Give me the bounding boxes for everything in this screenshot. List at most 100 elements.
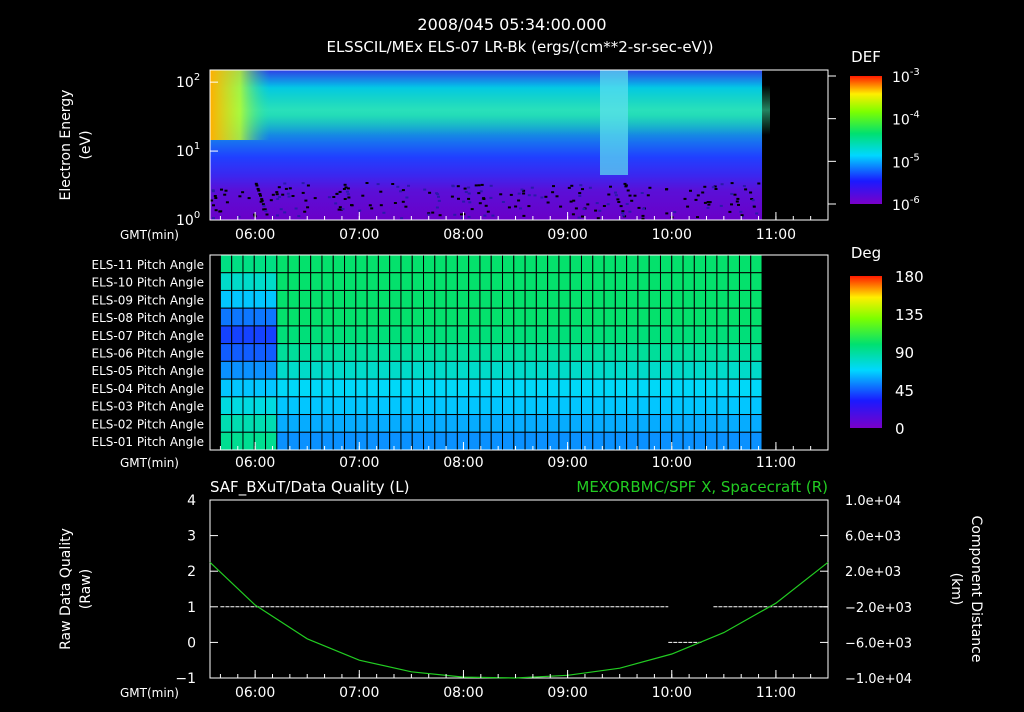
pitch-angle-cell bbox=[626, 289, 639, 309]
pitch-angle-cell bbox=[580, 272, 594, 291]
quality-right-axis: 1.0e+04 6.0e+03 2.0e+03 −2.0e+03 −6.0e+03 −1.… bbox=[820, 494, 912, 687]
pitch-angle-cell bbox=[558, 396, 571, 416]
pitch-angle-cell bbox=[603, 431, 616, 451]
speckle-cell bbox=[567, 186, 571, 189]
speckle-cell bbox=[379, 190, 383, 193]
pitch-angle-cell bbox=[750, 325, 763, 345]
pitch-angle-cell bbox=[682, 396, 695, 416]
spectrogram-xlabel: GMT(min) bbox=[120, 228, 179, 242]
pitch-angle-cell bbox=[524, 307, 537, 327]
quality-xlabel: GMT(min) bbox=[120, 686, 179, 700]
pitch-angle-cell bbox=[434, 272, 447, 291]
pitch-angle-cell bbox=[727, 254, 740, 274]
speckle-cell bbox=[737, 203, 740, 206]
pitch-angle-cell bbox=[253, 378, 267, 398]
deg-colorbar-tick-label: 45 bbox=[895, 382, 914, 400]
pitch-angle-cell bbox=[366, 254, 379, 274]
pitch-angle-cell bbox=[513, 360, 526, 380]
pitch-angle-cell bbox=[400, 307, 413, 327]
pitch-angle-cell bbox=[411, 272, 425, 291]
speckle-cell bbox=[428, 191, 432, 194]
pitch-angle-row-label: ELS-02 Pitch Angle bbox=[92, 417, 204, 431]
pitch-angle-cell bbox=[231, 307, 244, 327]
speckle-cell bbox=[501, 201, 505, 203]
pitch-angle-cell bbox=[716, 325, 729, 345]
speckle-cell bbox=[258, 193, 262, 195]
spectrogram-x-tick-label: 06:00 bbox=[235, 227, 275, 243]
pitch-angle-cell bbox=[637, 325, 650, 345]
speckle-cell bbox=[733, 193, 737, 196]
deg-colorbar-ticks: 180 135 90 45 0 bbox=[895, 268, 924, 438]
speckle-cell bbox=[714, 188, 718, 190]
pitch-angle-cell bbox=[513, 307, 526, 327]
pitch-angle-cell bbox=[490, 325, 504, 345]
quality-right-tick-label: −2.0e+03 bbox=[845, 601, 912, 616]
speckle-cell bbox=[479, 190, 483, 193]
pitch-angle-cell bbox=[750, 414, 763, 433]
pitch-angle-cell bbox=[355, 254, 368, 274]
pitch-angle-cell bbox=[479, 396, 492, 416]
pitch-angle-cell bbox=[332, 325, 346, 345]
pitch-angle-cell bbox=[321, 414, 334, 433]
spectrogram-y-tick-label: 100 bbox=[176, 210, 200, 229]
pitch-angle-cell bbox=[479, 343, 492, 362]
quality-x-tick-label: 07:00 bbox=[339, 685, 379, 701]
pitch-angle-cell bbox=[513, 343, 526, 362]
pitch-angle-cell bbox=[298, 289, 312, 309]
pitch-angle-cell bbox=[626, 378, 639, 398]
pitch-angle-cell bbox=[535, 343, 549, 362]
speckle-cell bbox=[665, 212, 669, 215]
speckle-cell bbox=[598, 209, 602, 212]
speckle-cell bbox=[338, 190, 342, 193]
speckle-cell bbox=[739, 210, 743, 213]
speckle-cell bbox=[279, 208, 283, 211]
speckle-cell bbox=[628, 194, 632, 197]
pitch-angle-cell bbox=[310, 289, 323, 309]
speckle-cell bbox=[343, 183, 347, 186]
speckle-cell bbox=[344, 186, 348, 189]
pitch-angle-cell bbox=[355, 272, 368, 291]
pitch-angle-cell bbox=[558, 378, 571, 398]
deg-colorbar-tick-label: 135 bbox=[895, 306, 924, 324]
pitch-angle-cell bbox=[400, 378, 413, 398]
pitch-angle-cell bbox=[276, 254, 289, 274]
pitch-angle-cell bbox=[671, 431, 684, 451]
pitch-angle-cell bbox=[400, 396, 413, 416]
speckle-cell bbox=[570, 184, 574, 187]
pitch-angle-cell bbox=[569, 396, 582, 416]
pitch-angle-cell bbox=[558, 431, 571, 451]
pitch-angle-cell bbox=[569, 272, 582, 291]
pitch-angle-cell bbox=[456, 254, 470, 274]
pitch-angle-cell bbox=[569, 414, 582, 433]
pitch-angle-cell bbox=[502, 396, 515, 416]
pitch-angle-cell bbox=[355, 343, 368, 362]
pitch-angle-cell bbox=[502, 414, 515, 433]
pitch-angle-cell bbox=[434, 289, 447, 309]
pitch-angle-cell bbox=[569, 378, 582, 398]
pitch-angle-cell bbox=[366, 307, 379, 327]
pitch-angle-cell bbox=[310, 254, 323, 274]
speckle-cell bbox=[225, 201, 229, 204]
speckle-cell bbox=[728, 210, 732, 213]
pitch-angle-cell bbox=[445, 378, 458, 398]
speckle-cell bbox=[463, 187, 467, 190]
pitch-angle-cell bbox=[344, 431, 357, 451]
speckle-cell bbox=[478, 202, 482, 205]
pitch-angle-cell bbox=[434, 414, 447, 433]
pitch-angle-cell bbox=[547, 343, 560, 362]
speckle-cell bbox=[247, 197, 251, 200]
pitch-angle-cell bbox=[332, 414, 346, 433]
pitch-angle-cell bbox=[558, 360, 571, 380]
speckle-cell bbox=[337, 208, 341, 211]
pitch-angle-cell bbox=[547, 396, 560, 416]
pitch-angle-cell bbox=[716, 396, 729, 416]
def-colorbar-tick-label: 10-6 bbox=[892, 195, 920, 214]
pitch-angle-cell bbox=[479, 254, 492, 274]
pitch-angle-cell bbox=[445, 414, 458, 433]
pitch-angle-row-label: ELS-09 Pitch Angle bbox=[92, 293, 204, 307]
pitch-angle-cell bbox=[366, 289, 379, 309]
pitch-angle-cell bbox=[693, 396, 707, 416]
pitch-angle-cell bbox=[332, 289, 346, 309]
pitch-angle-cell bbox=[231, 396, 244, 416]
pitch-angle-cell bbox=[276, 431, 289, 451]
